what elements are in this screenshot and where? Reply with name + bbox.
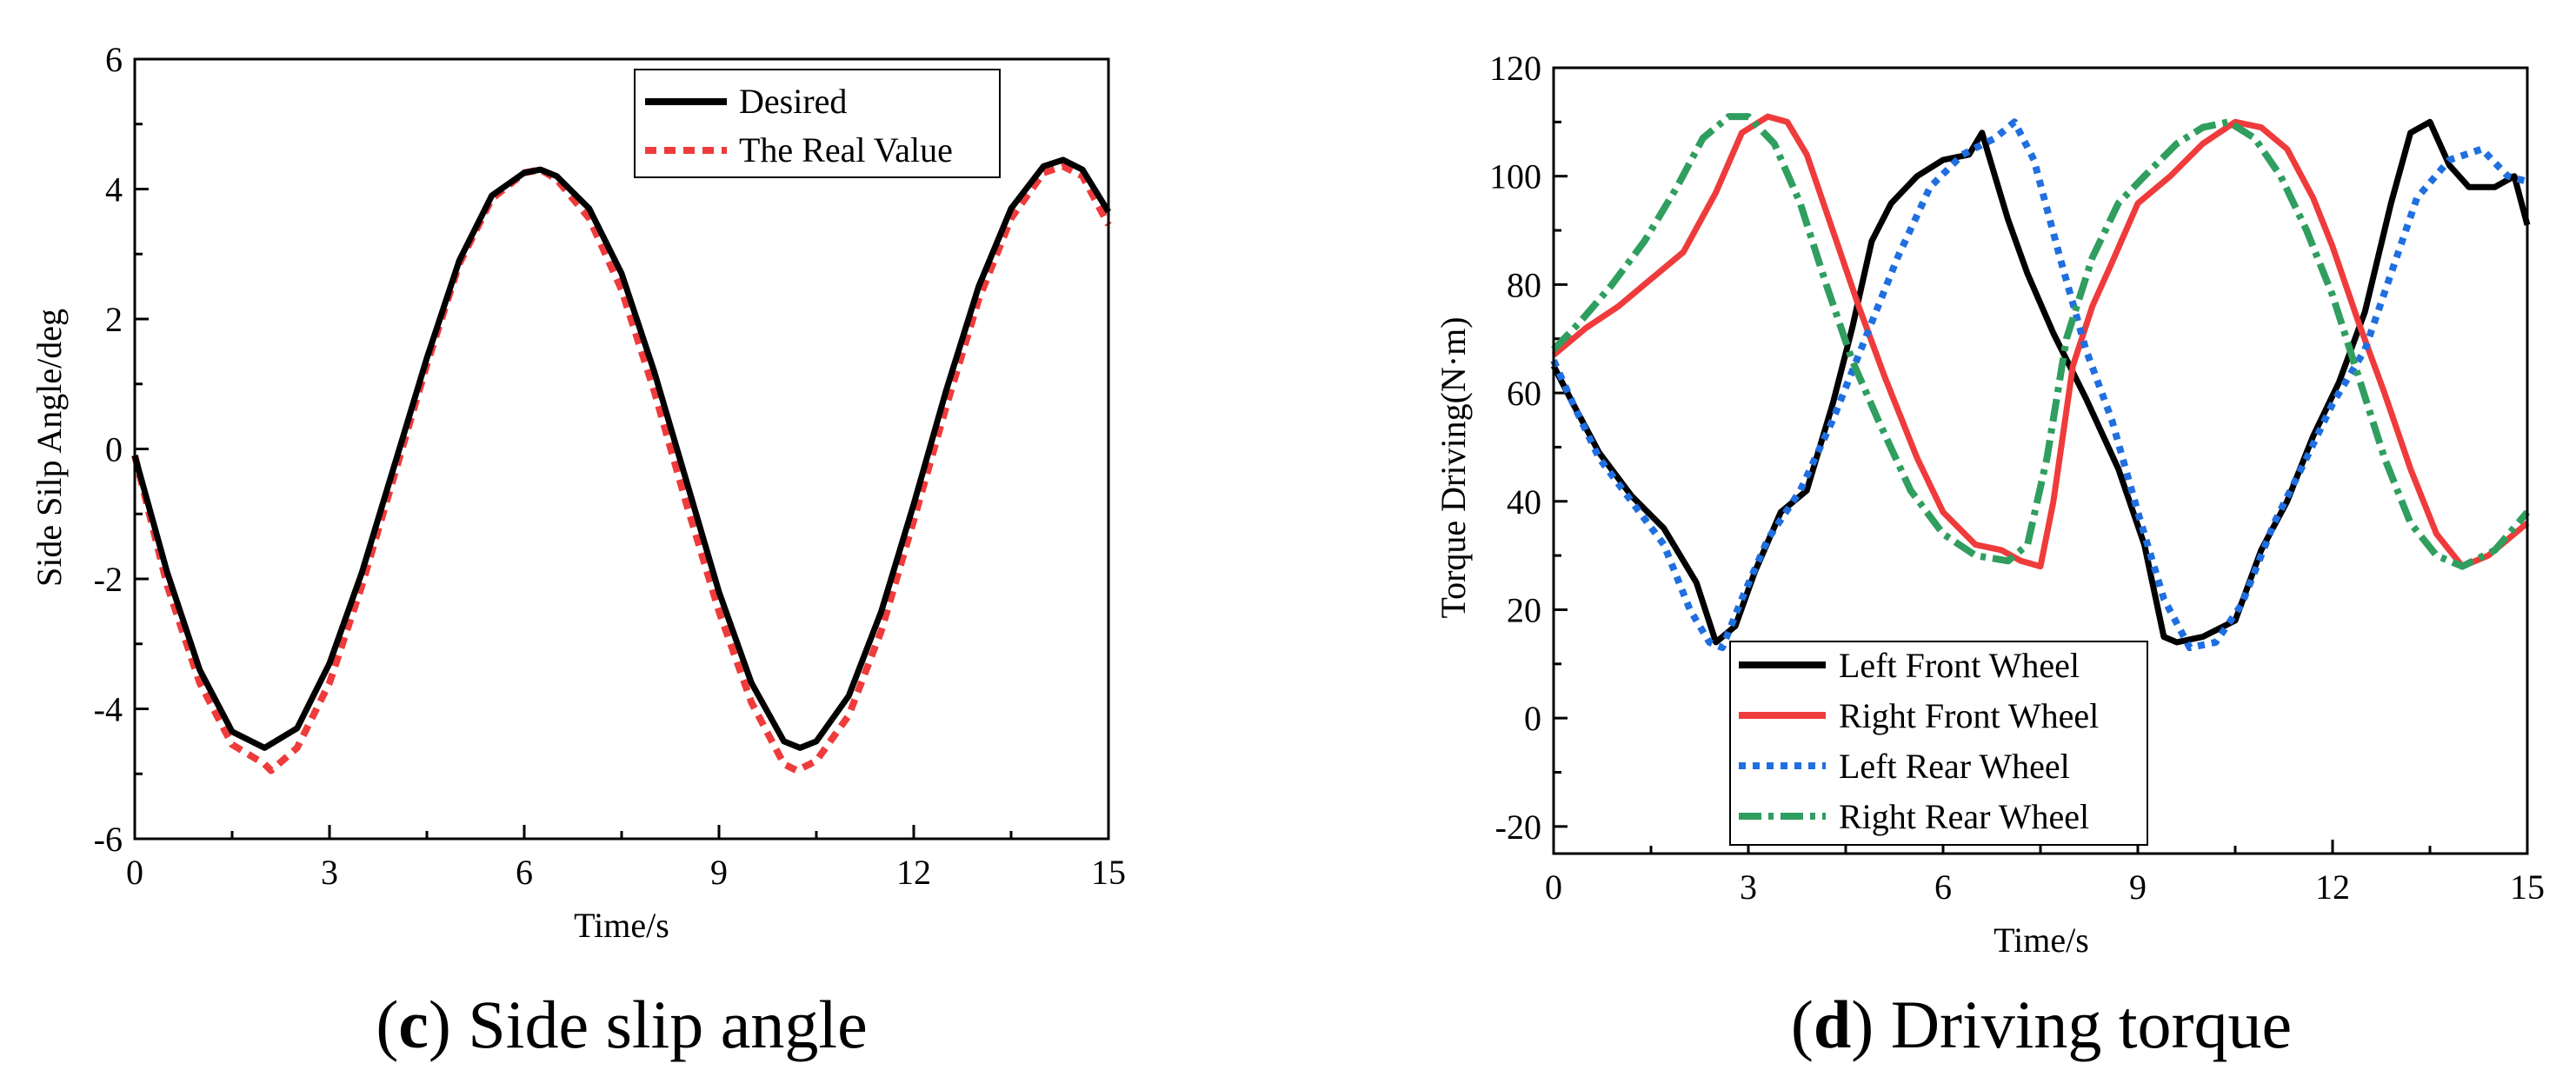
d-series-right-rear-wheel: [1551, 113, 2531, 570]
d-x-tick-labels: 0 3 6 9 12 15: [1545, 867, 2545, 907]
d-legend: Left Front Wheel Right Front Wheel Left …: [1729, 641, 2148, 846]
c-y-axis-label: Side Silp Angle/deg: [30, 309, 69, 587]
d-legend-label-rf: Right Front Wheel: [1839, 696, 2099, 735]
d-x-tick-label: 12: [2315, 867, 2350, 907]
panel-c-side-slip-angle: 0 3 6 9 12 15 -6 -4 -2 0 2 4 6 Time/s Side Silp Ang…: [30, 40, 1126, 1062]
c-x-tick-label: 0: [126, 853, 143, 892]
d-y-tick-label: 80: [1507, 265, 1541, 304]
c-caption: (c) Side slip angle: [376, 987, 867, 1062]
d-x-axis-label: Time/s: [1994, 921, 2089, 960]
c-x-tick-labels: 0 3 6 9 12 15: [126, 853, 1126, 892]
c-x-tick-label: 9: [710, 853, 728, 892]
d-plot-frame: [1552, 66, 2529, 855]
c-y-tick-label: -4: [94, 690, 123, 729]
d-series-left-rear-wheel: [1550, 118, 2529, 652]
d-x-tick-label: 0: [1545, 867, 1562, 907]
c-x-tick-label: 3: [321, 853, 338, 892]
c-y-tick-label: 2: [105, 300, 123, 339]
c-series-desired: [131, 156, 1111, 751]
d-x-tick-label: 6: [1934, 867, 1952, 907]
c-x-tick-label: 6: [516, 853, 533, 892]
d-y-tick-label: 40: [1507, 482, 1541, 522]
d-x-tick-label: 9: [2129, 867, 2147, 907]
c-legend: Desired The Real Value: [634, 69, 1001, 178]
d-y-tick-labels: -20 0 20 40 60 80 100 120: [1489, 49, 1541, 847]
c-x-tick-label: 12: [896, 853, 931, 892]
c-y-tick-label: 6: [105, 40, 123, 79]
d-series-group: [1550, 113, 2531, 652]
c-y-tick-label: -2: [94, 560, 123, 599]
d-legend-label-rr: Right Rear Wheel: [1839, 797, 2089, 836]
c-y-tick-labels: -6 -4 -2 0 2 4 6: [94, 40, 123, 859]
c-plot-frame: [133, 57, 1110, 841]
c-legend-label-real: The Real Value: [739, 130, 953, 169]
c-y-tick-label: 4: [105, 170, 123, 209]
d-series-right-front-wheel: [1551, 113, 2530, 570]
c-legend-label-desired: Desired: [739, 82, 847, 121]
d-series-left-front-wheel: [1550, 118, 2531, 646]
c-x-tick-label: 15: [1091, 853, 1126, 892]
c-y-tick-label: 0: [105, 430, 123, 469]
d-y-tick-label: 0: [1524, 699, 1541, 738]
d-y-tick-label: 60: [1507, 374, 1541, 413]
d-legend-label-lf: Left Front Wheel: [1839, 646, 2080, 685]
d-caption: (d) Driving torque: [1791, 987, 2292, 1062]
c-x-axis-label: Time/s: [574, 906, 669, 945]
c-legend-box: [634, 69, 1001, 178]
d-y-tick-label: 120: [1489, 49, 1541, 88]
d-y-axis-label: Torque Driving(N·m): [1434, 316, 1473, 618]
c-series-group: [131, 156, 1112, 774]
c-series-the-real-value: [131, 163, 1112, 774]
d-y-tick-label: 100: [1489, 157, 1541, 196]
d-y-tick-label: 20: [1507, 590, 1541, 629]
d-legend-label-lr: Left Rear Wheel: [1839, 747, 2070, 786]
d-y-tick-label: -20: [1495, 808, 1541, 847]
d-x-tick-label: 3: [1740, 867, 1757, 907]
c-y-tick-label: -6: [94, 820, 123, 859]
d-x-tick-label: 15: [2510, 867, 2545, 907]
d-legend-box: [1729, 641, 2148, 846]
